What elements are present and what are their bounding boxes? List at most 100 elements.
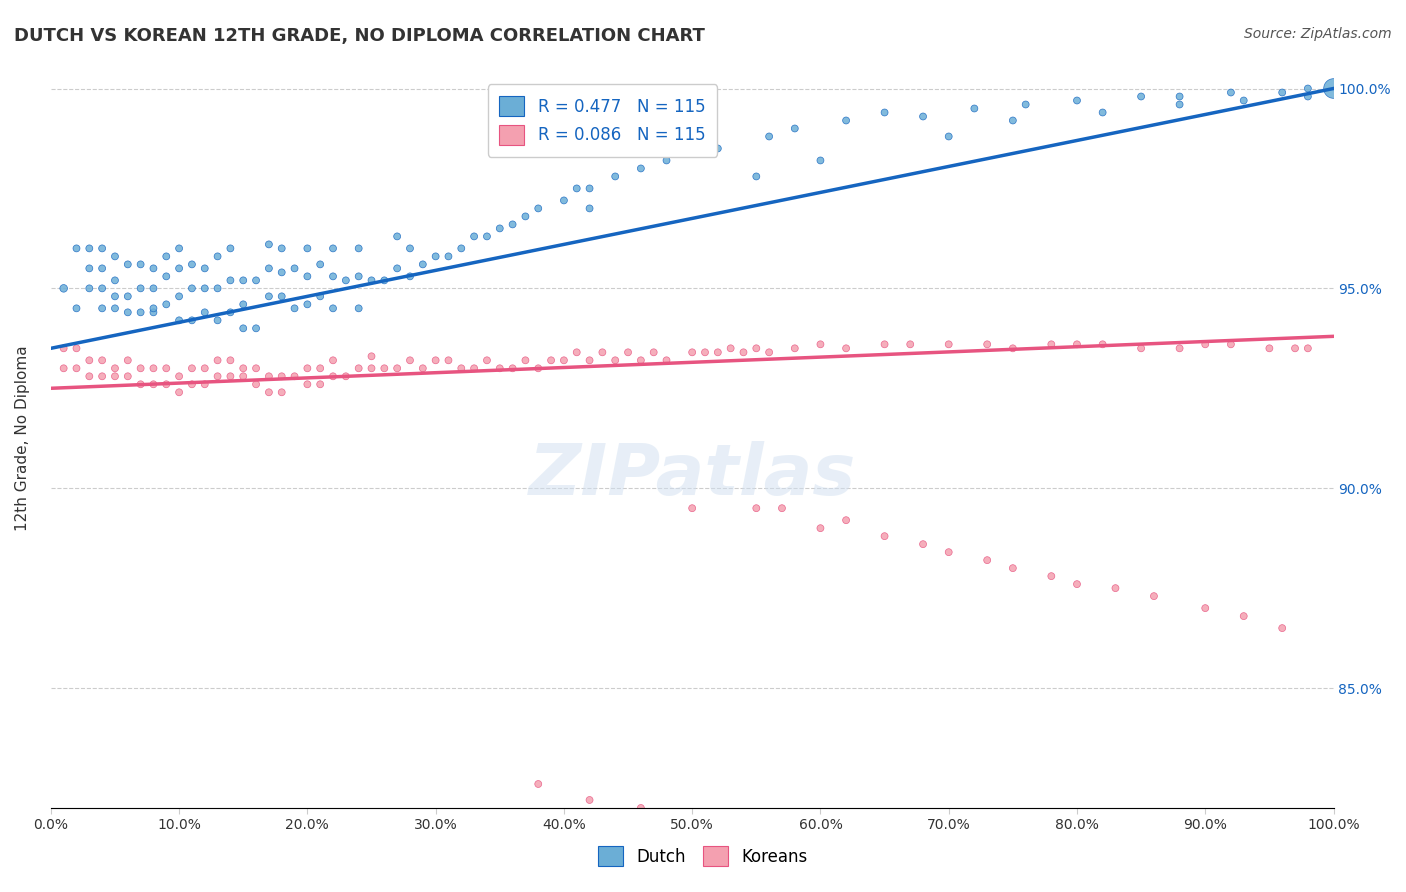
Point — [270, 289, 292, 303]
Point — [79, 281, 101, 295]
Point — [297, 297, 319, 311]
Point — [681, 145, 703, 160]
Point — [297, 377, 319, 392]
Point — [91, 369, 114, 384]
Point — [207, 281, 229, 295]
Point — [976, 337, 998, 351]
Point — [65, 241, 87, 255]
Point — [257, 261, 280, 276]
Point — [630, 801, 652, 815]
Point — [181, 257, 204, 271]
Point — [181, 313, 204, 327]
Point — [425, 353, 447, 368]
Point — [155, 269, 177, 284]
Point — [219, 241, 242, 255]
Point — [181, 361, 204, 376]
Point — [219, 353, 242, 368]
Point — [1130, 341, 1153, 355]
Point — [283, 301, 305, 316]
Point — [1001, 561, 1024, 575]
Point — [565, 181, 588, 195]
Point — [681, 345, 703, 359]
Point — [385, 261, 408, 276]
Point — [232, 369, 254, 384]
Point — [347, 269, 370, 284]
Point — [1296, 81, 1319, 95]
Point — [912, 537, 935, 551]
Point — [745, 501, 768, 516]
Legend: Dutch, Koreans: Dutch, Koreans — [591, 838, 815, 875]
Point — [412, 361, 434, 376]
Point — [1066, 94, 1088, 108]
Point — [578, 353, 600, 368]
Point — [1091, 105, 1114, 120]
Point — [399, 269, 422, 284]
Point — [167, 313, 190, 327]
Point — [91, 301, 114, 316]
Point — [283, 261, 305, 276]
Point — [219, 369, 242, 384]
Point — [117, 369, 139, 384]
Point — [1143, 589, 1166, 603]
Point — [515, 353, 537, 368]
Point — [104, 273, 127, 287]
Point — [553, 353, 575, 368]
Point — [373, 273, 395, 287]
Point — [79, 241, 101, 255]
Point — [79, 261, 101, 276]
Point — [194, 305, 217, 319]
Point — [463, 229, 485, 244]
Point — [425, 249, 447, 263]
Point — [283, 369, 305, 384]
Point — [207, 249, 229, 263]
Point — [347, 361, 370, 376]
Point — [309, 257, 332, 271]
Point — [181, 377, 204, 392]
Text: DUTCH VS KOREAN 12TH GRADE, NO DIPLOMA CORRELATION CHART: DUTCH VS KOREAN 12TH GRADE, NO DIPLOMA C… — [14, 27, 704, 45]
Point — [938, 129, 960, 144]
Point — [322, 369, 344, 384]
Point — [502, 218, 524, 232]
Point — [938, 337, 960, 351]
Point — [1322, 81, 1344, 95]
Point — [91, 281, 114, 295]
Point — [65, 341, 87, 355]
Point — [155, 249, 177, 263]
Point — [475, 229, 498, 244]
Point — [219, 273, 242, 287]
Point — [322, 241, 344, 255]
Point — [1001, 113, 1024, 128]
Point — [117, 257, 139, 271]
Point — [194, 361, 217, 376]
Point — [1091, 337, 1114, 351]
Point — [1066, 577, 1088, 591]
Point — [373, 361, 395, 376]
Point — [527, 777, 550, 791]
Point — [605, 169, 627, 184]
Point — [129, 377, 152, 392]
Point — [257, 237, 280, 252]
Point — [322, 353, 344, 368]
Point — [360, 273, 382, 287]
Point — [167, 385, 190, 400]
Point — [1040, 569, 1063, 583]
Point — [1104, 581, 1126, 595]
Point — [232, 273, 254, 287]
Point — [1168, 97, 1191, 112]
Point — [142, 281, 165, 295]
Point — [488, 361, 510, 376]
Point — [309, 289, 332, 303]
Point — [605, 353, 627, 368]
Point — [245, 377, 267, 392]
Point — [810, 521, 832, 535]
Point — [733, 345, 755, 359]
Point — [167, 261, 190, 276]
Point — [155, 297, 177, 311]
Point — [347, 301, 370, 316]
Point — [155, 361, 177, 376]
Point — [129, 305, 152, 319]
Point — [1194, 601, 1216, 615]
Point — [297, 241, 319, 255]
Point — [297, 361, 319, 376]
Point — [207, 369, 229, 384]
